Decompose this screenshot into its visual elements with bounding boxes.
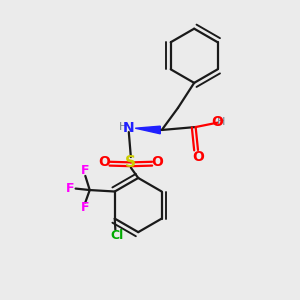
Text: H: H [119, 122, 127, 132]
Text: Cl: Cl [110, 229, 123, 242]
Text: O: O [98, 155, 110, 169]
Text: F: F [81, 201, 90, 214]
Text: F: F [81, 164, 90, 177]
Text: O: O [192, 150, 204, 164]
Text: O: O [211, 115, 223, 129]
Text: N: N [123, 121, 135, 135]
Polygon shape [135, 126, 160, 134]
Text: H: H [217, 117, 225, 127]
Text: O: O [152, 155, 163, 169]
Text: S: S [125, 155, 136, 170]
Text: F: F [66, 182, 75, 195]
